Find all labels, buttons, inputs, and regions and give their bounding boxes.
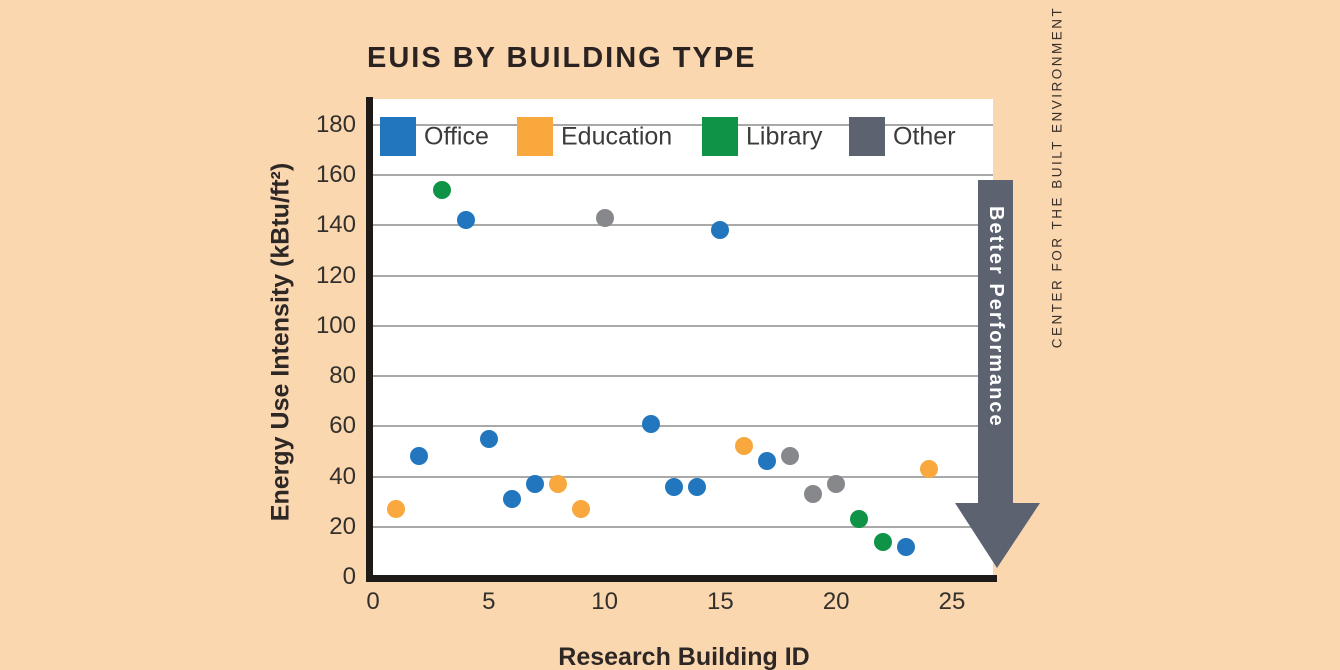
- data-point-office: [896, 537, 915, 556]
- gridline: [373, 375, 993, 378]
- y-tick-label: 60: [329, 412, 356, 440]
- legend-swatch: [849, 117, 885, 156]
- legend-swatch: [702, 117, 738, 156]
- legend-label: Library: [746, 122, 823, 150]
- data-point-other: [804, 485, 823, 504]
- gridline: [373, 425, 993, 428]
- data-point-office: [688, 477, 707, 496]
- data-point-library: [873, 532, 892, 551]
- y-tick-label: 180: [315, 111, 356, 138]
- data-point-office: [456, 211, 475, 230]
- data-point-office: [757, 452, 776, 471]
- y-tick-label: 100: [315, 311, 356, 339]
- data-point-office: [711, 221, 730, 240]
- legend-label: Education: [561, 122, 673, 150]
- data-point-office: [665, 477, 684, 496]
- y-tick-label: 40: [329, 462, 356, 490]
- legend-label: Office: [424, 122, 489, 150]
- data-point-education: [549, 475, 568, 494]
- y-tick-label: 20: [329, 512, 356, 540]
- y-tick-label: 160: [315, 161, 356, 189]
- plot-area: [373, 99, 993, 575]
- gridline: [373, 324, 993, 327]
- data-point-office: [479, 429, 498, 448]
- gridline: [373, 124, 993, 126]
- x-tick-label: 5: [482, 588, 496, 615]
- data-point-education: [387, 500, 406, 519]
- data-point-other: [827, 475, 846, 494]
- data-point-library: [850, 510, 869, 529]
- y-tick-label: 80: [329, 362, 356, 390]
- data-point-education: [734, 437, 753, 456]
- data-point-education: [572, 500, 591, 519]
- y-tick-label: 0: [342, 563, 356, 590]
- y-axis-line: [366, 97, 373, 582]
- legend-label: Other: [893, 122, 956, 150]
- x-tick-label: 15: [707, 588, 734, 615]
- x-tick-label: 10: [591, 588, 618, 615]
- x-tick-label: 0: [366, 588, 380, 615]
- arrow-down-head: [955, 503, 1040, 568]
- chart-title: EUIS BY BUILDING TYPE: [367, 42, 757, 74]
- gridline: [373, 274, 993, 277]
- data-point-office: [641, 414, 660, 433]
- data-point-other: [780, 447, 799, 466]
- data-point-library: [433, 181, 452, 200]
- y-tick-label: 120: [315, 261, 356, 289]
- data-point-office: [410, 447, 429, 466]
- gridline: [373, 475, 993, 478]
- data-point-education: [919, 460, 938, 479]
- x-axis-line: [366, 575, 997, 582]
- legend-swatch: [380, 117, 416, 156]
- gridline: [373, 525, 993, 528]
- y-axis-title: Energy Use Intensity (kBtu/ft²): [266, 162, 295, 522]
- data-point-office: [526, 475, 545, 494]
- legend-swatch: [517, 117, 553, 156]
- gridline: [373, 174, 993, 177]
- sidebar-branding-text: CENTER FOR THE BUILT ENVIRONMENT: [1049, 5, 1065, 349]
- better-performance-arrow: Better Performance: [978, 180, 1013, 504]
- better-performance-label: Better Performance: [985, 206, 1007, 428]
- x-axis-title: Research Building ID: [558, 643, 810, 670]
- x-tick-label: 20: [822, 588, 850, 615]
- x-tick-label: 25: [938, 588, 966, 615]
- y-tick-label: 140: [315, 211, 356, 239]
- gridline: [373, 224, 993, 227]
- data-point-other: [595, 208, 614, 227]
- data-point-office: [502, 490, 521, 509]
